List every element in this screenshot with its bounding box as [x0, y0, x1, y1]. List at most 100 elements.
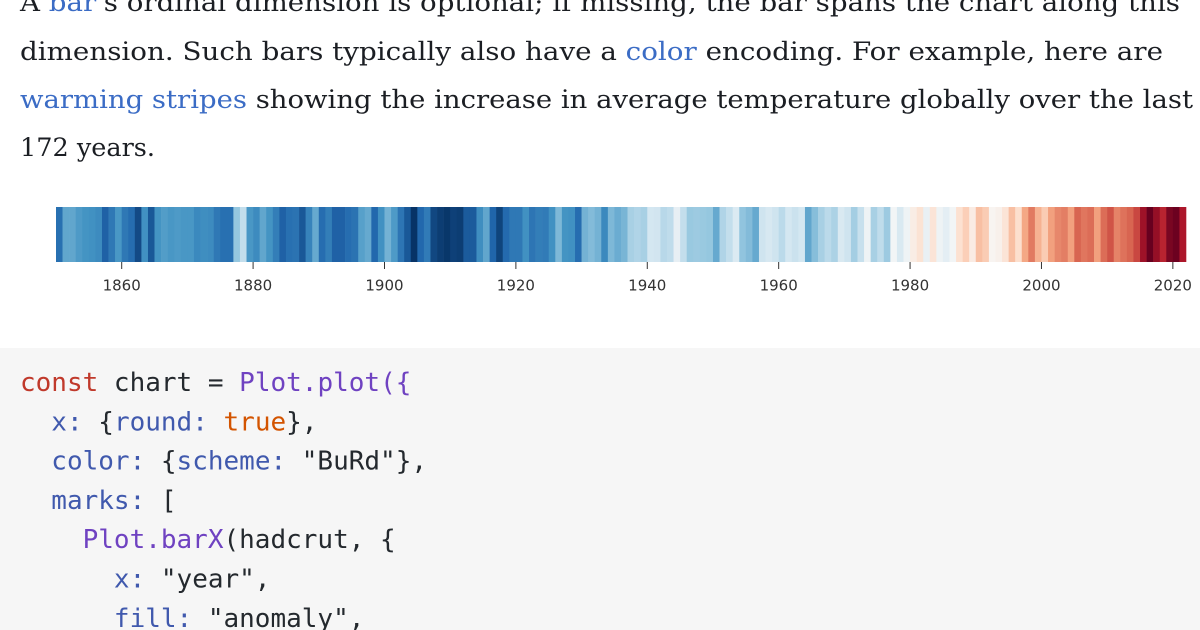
- code-token: chart =: [98, 368, 239, 398]
- text: encoding. For example, here are: [697, 37, 1163, 66]
- stripe: [272, 207, 280, 262]
- stripe: [535, 207, 543, 262]
- stripe: [607, 207, 615, 262]
- stripe: [745, 207, 753, 262]
- stripe: [305, 207, 313, 262]
- stripe: [1126, 207, 1134, 262]
- stripe: [942, 207, 950, 262]
- stripe: [666, 207, 674, 262]
- stripe: [509, 207, 517, 262]
- code-token: const: [20, 368, 98, 398]
- stripe: [220, 207, 228, 262]
- text: dimension. Such bars typically also have…: [20, 37, 626, 66]
- stripe: [200, 207, 208, 262]
- code-token: round:: [114, 407, 208, 437]
- stripe: [739, 207, 747, 262]
- stripe: [621, 207, 628, 262]
- stripe: [995, 207, 1003, 262]
- stripe: [811, 207, 819, 262]
- stripe: [870, 207, 878, 262]
- stripe: [752, 207, 760, 262]
- stripe: [1080, 207, 1088, 262]
- x-tick-label: 2020: [1154, 277, 1192, 295]
- stripe: [1140, 207, 1147, 262]
- stripe: [1146, 207, 1154, 262]
- code-token: [208, 407, 224, 437]
- stripe: [233, 207, 241, 262]
- stripe: [864, 207, 871, 262]
- stripe: [351, 207, 359, 262]
- paragraph-line: A bar's ordinal dimension is optional; i…: [19, 0, 1180, 17]
- stripe: [121, 207, 129, 262]
- stripe: [614, 207, 622, 262]
- stripe: [588, 207, 596, 262]
- stripe: [1172, 207, 1180, 262]
- stripe: [312, 207, 320, 262]
- stripe: [456, 207, 464, 262]
- x-tick-label: 1920: [497, 277, 535, 295]
- paragraph-line: warming stripes showing the increase in …: [20, 85, 1193, 114]
- stripe: [1067, 207, 1075, 262]
- stripe: [450, 207, 458, 262]
- x-tick-label: 1980: [891, 277, 929, 295]
- code-token: [: [145, 485, 176, 515]
- stripe: [1100, 207, 1108, 262]
- stripe: [377, 207, 385, 262]
- stripe: [949, 207, 957, 262]
- code-token: color:: [20, 446, 145, 476]
- link[interactable]: bar: [49, 0, 96, 17]
- link[interactable]: warming stripes: [20, 85, 247, 114]
- stripe: [634, 207, 642, 262]
- stripe: [975, 207, 983, 262]
- stripe: [693, 207, 701, 262]
- code-token: true: [224, 407, 287, 437]
- code-token: },: [286, 407, 317, 437]
- stripe: [837, 207, 845, 262]
- stripe: [404, 207, 412, 262]
- stripe: [371, 207, 379, 262]
- stripe: [1153, 207, 1161, 262]
- stripe: [896, 207, 904, 262]
- stripe: [338, 207, 346, 262]
- code-token: ({: [380, 368, 411, 398]
- stripe: [1008, 207, 1016, 262]
- stripe: [568, 207, 576, 262]
- stripe: [988, 207, 996, 262]
- stripe: [883, 207, 891, 262]
- stripe: [956, 207, 963, 262]
- stripe: [647, 207, 655, 262]
- stripe: [719, 207, 727, 262]
- stripe: [1061, 207, 1069, 262]
- stripe: [167, 207, 175, 262]
- stripe: [778, 207, 786, 262]
- link[interactable]: color: [626, 37, 697, 66]
- stripe: [187, 207, 195, 262]
- stripe: [410, 207, 418, 262]
- stripe: [88, 207, 96, 262]
- stripe: [384, 207, 392, 262]
- code-token: marks:: [20, 485, 145, 515]
- stripe: [331, 207, 339, 262]
- stripe: [1028, 207, 1036, 262]
- stripe: [115, 207, 122, 262]
- stripe: [1002, 207, 1009, 262]
- stripe: [391, 207, 398, 262]
- stripe: [108, 207, 116, 262]
- stripe: [253, 207, 260, 262]
- stripe: [857, 207, 865, 262]
- code-line: marks: [: [20, 485, 177, 515]
- stripe: [345, 207, 352, 262]
- stripe: [804, 207, 812, 262]
- stripe: [246, 207, 254, 262]
- x-tick-label: 1940: [628, 277, 666, 295]
- stripe: [798, 207, 806, 262]
- code-token: Plot.plot: [239, 368, 380, 398]
- code-line: Plot.barX(hadcrut, {: [20, 525, 396, 555]
- stripe: [929, 207, 937, 262]
- stripe: [581, 207, 589, 262]
- code-token: {: [145, 446, 176, 476]
- stripe: [134, 207, 142, 262]
- stripe: [82, 207, 90, 262]
- stripe: [292, 207, 300, 262]
